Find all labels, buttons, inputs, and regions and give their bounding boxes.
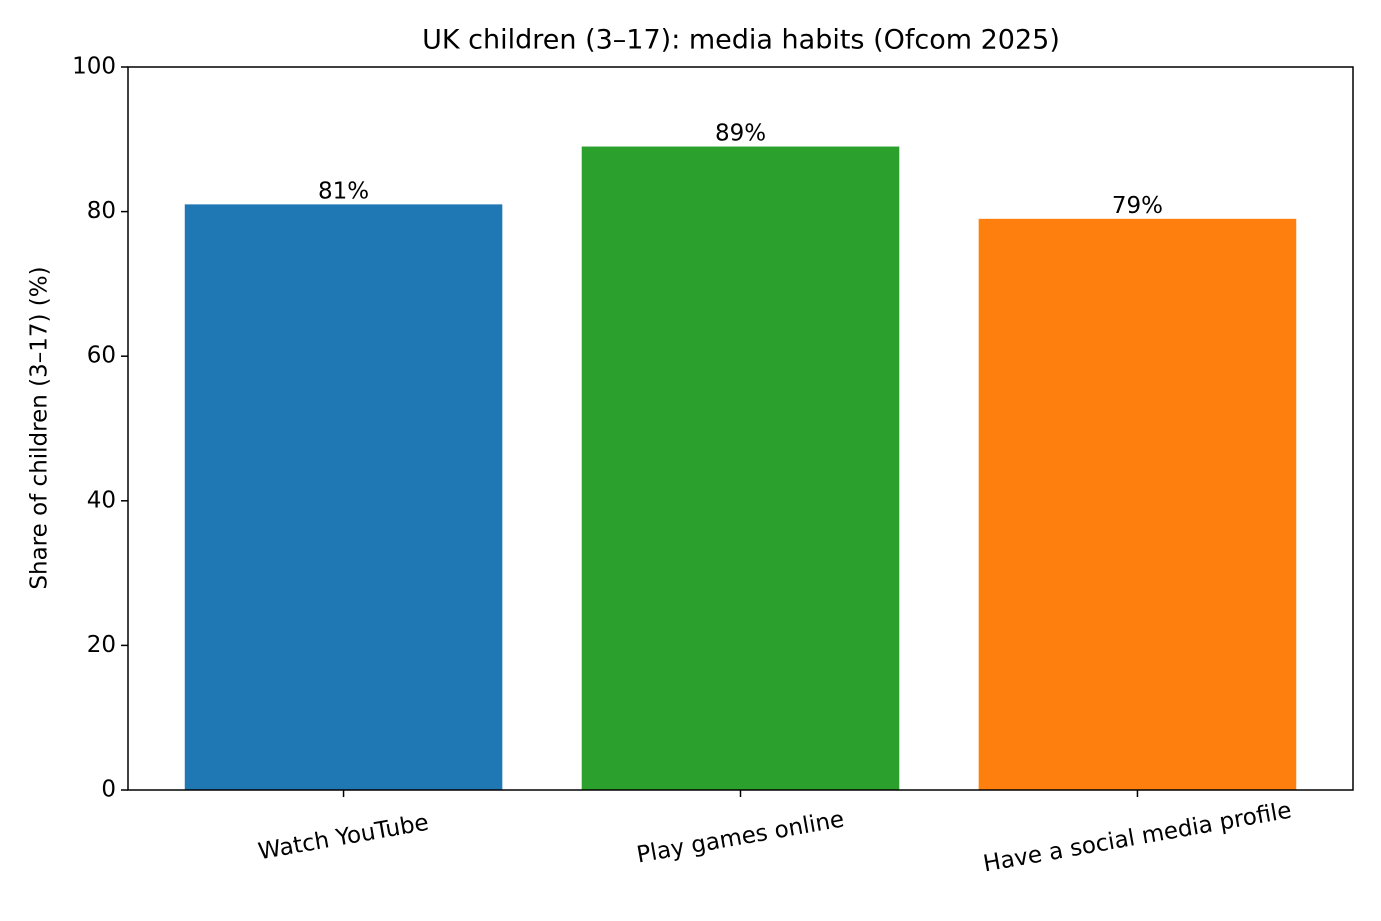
y-tick-label: 0: [101, 777, 116, 803]
plot-frame: [127, 66, 1354, 791]
y-tick-label: 20: [87, 632, 116, 658]
x-tick-label: Play games online: [635, 806, 846, 868]
value-label: 89%: [715, 121, 766, 147]
y-tick-label: 100: [72, 54, 116, 80]
y-tick-label: 80: [87, 198, 116, 224]
x-tick-label: Watch YouTube: [256, 810, 430, 866]
value-label: 81%: [318, 178, 369, 204]
y-axis-label: Share of children (3–17) (%): [27, 266, 53, 589]
bar: [581, 146, 900, 790]
bar: [978, 218, 1297, 790]
y-tick-label: 60: [87, 343, 116, 369]
x-tick-label: Have a social media profile: [981, 798, 1293, 878]
value-label: 79%: [1112, 193, 1163, 219]
chart-title: UK children (3–17): media habits (Ofcom …: [422, 25, 1060, 56]
y-tick-label: 40: [87, 487, 116, 513]
bar: [184, 204, 503, 790]
